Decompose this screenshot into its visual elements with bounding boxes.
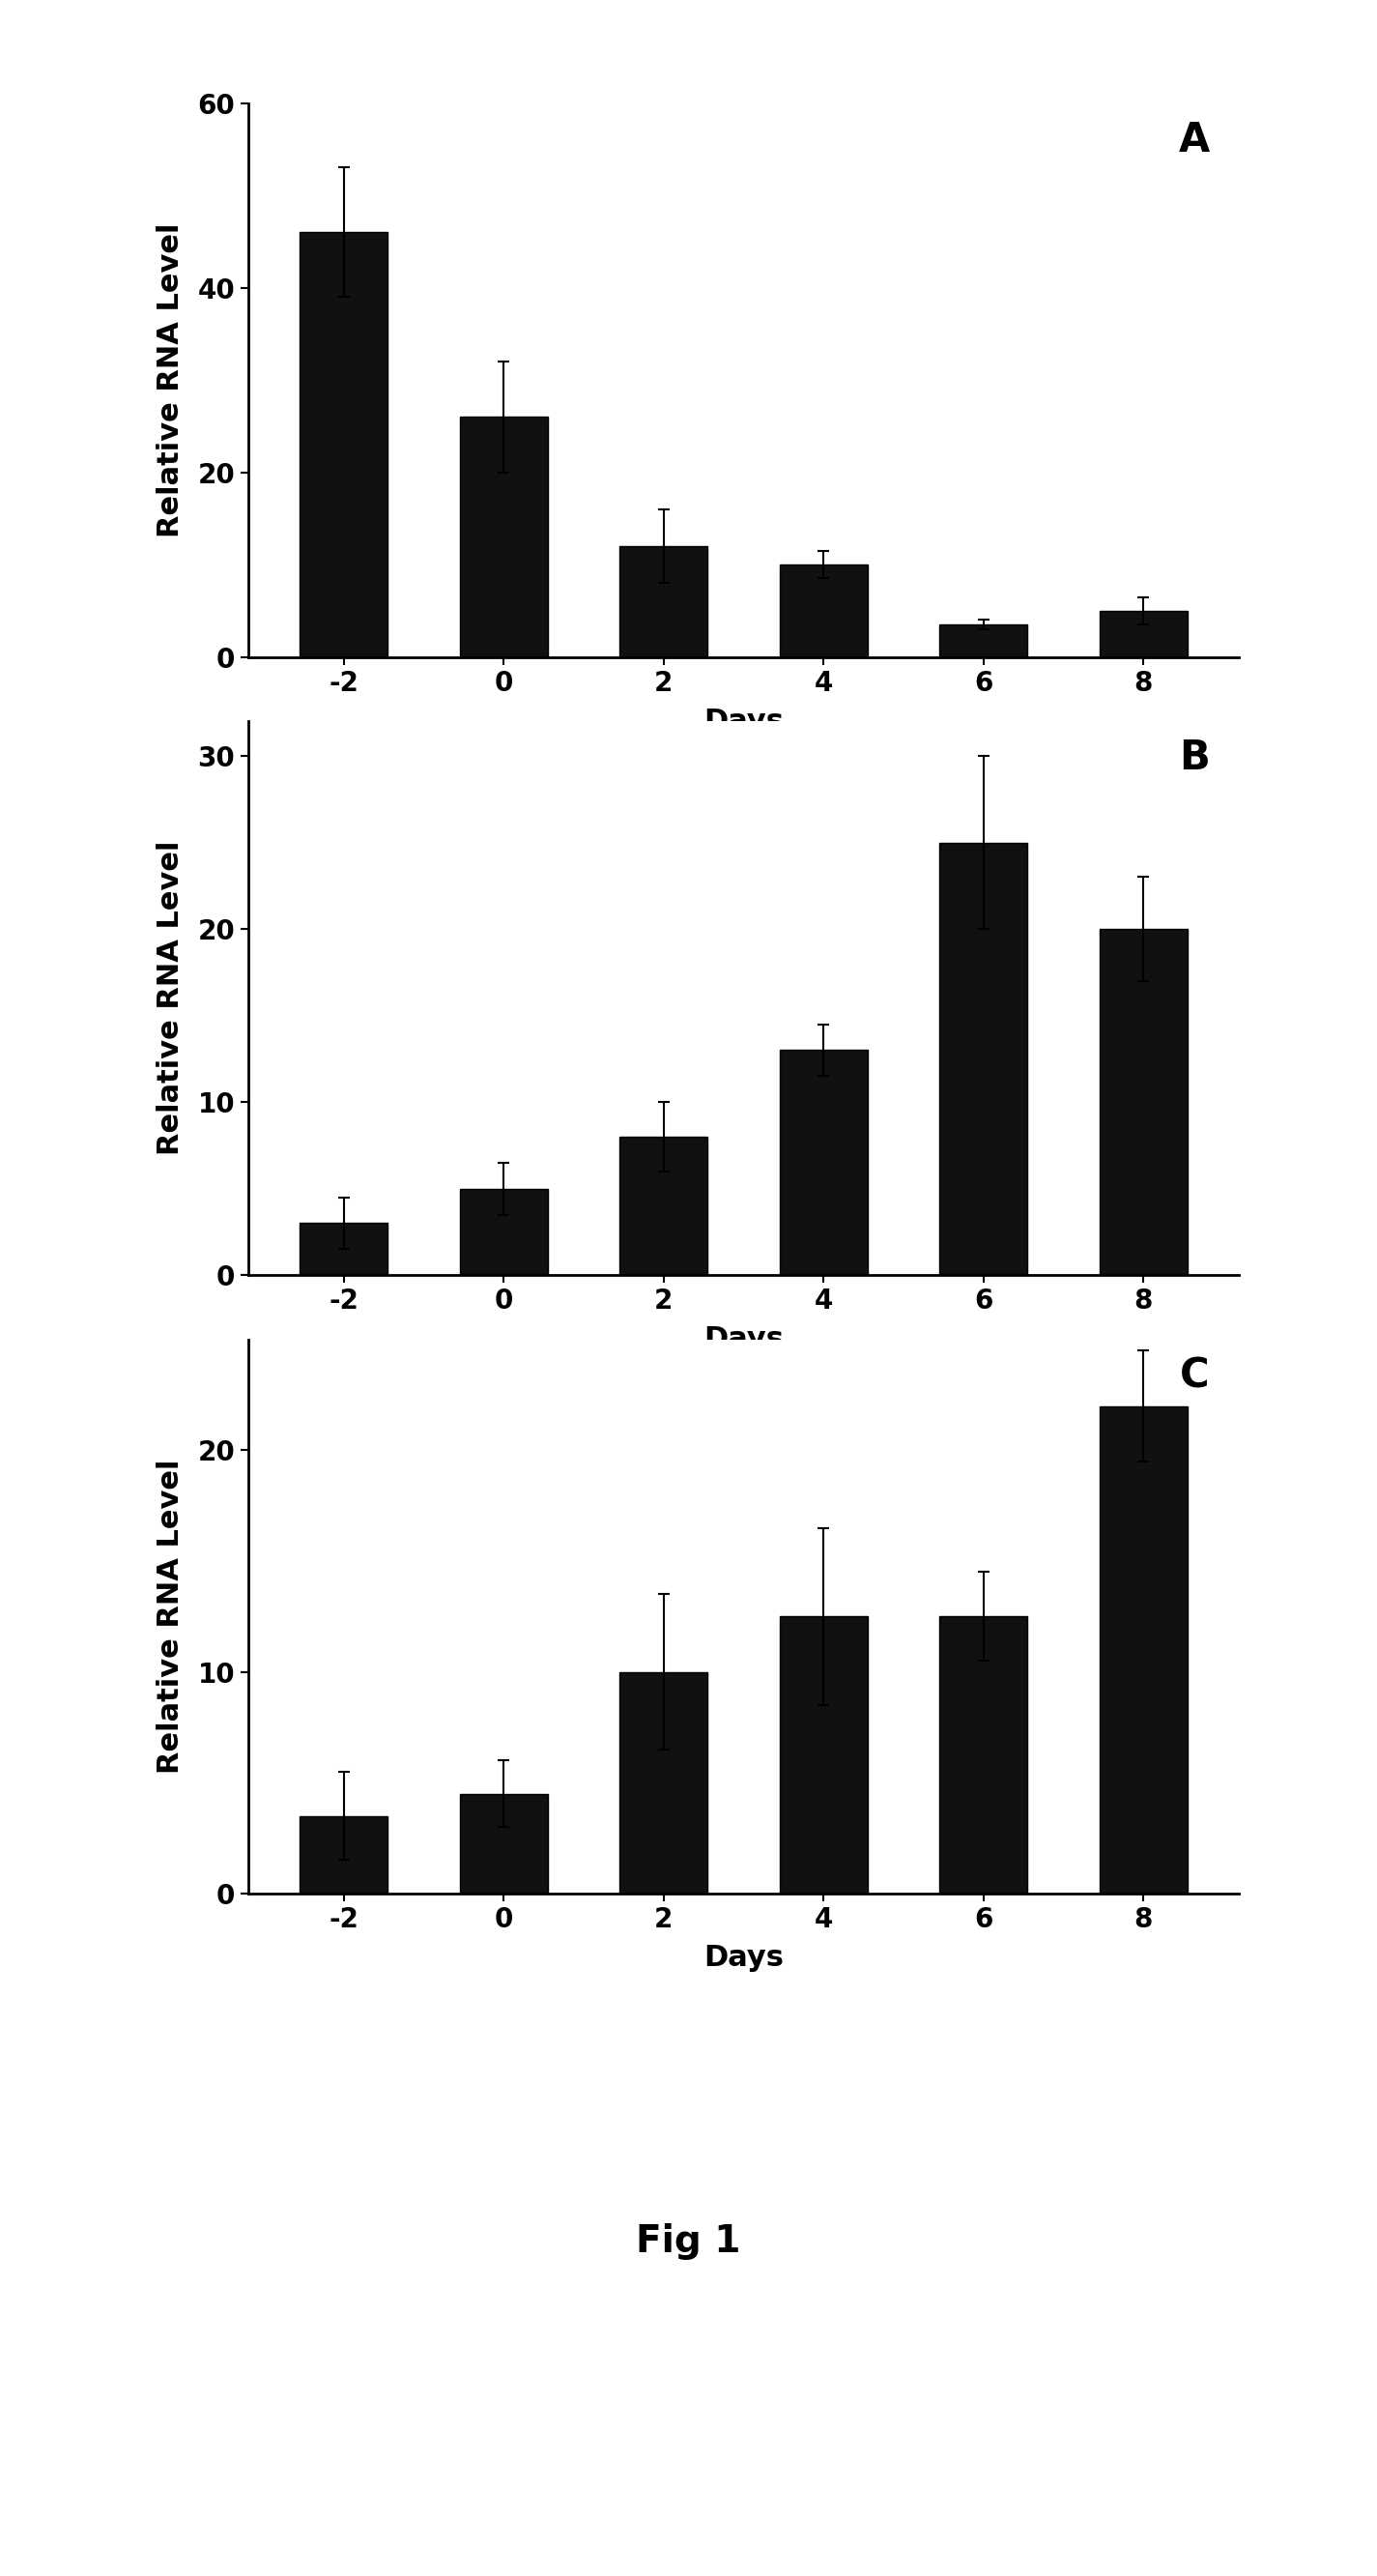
Bar bbox=[1099, 1406, 1187, 1893]
Bar bbox=[779, 1051, 868, 1275]
Bar bbox=[1099, 611, 1187, 657]
Y-axis label: Relative RNA Level: Relative RNA Level bbox=[156, 222, 185, 538]
Text: C: C bbox=[1180, 1355, 1209, 1396]
Bar bbox=[620, 1136, 708, 1275]
X-axis label: Days: Days bbox=[704, 1327, 784, 1355]
Bar bbox=[460, 417, 548, 657]
Bar bbox=[620, 546, 708, 657]
Bar bbox=[300, 1816, 388, 1893]
Bar bbox=[939, 842, 1027, 1275]
Bar bbox=[779, 564, 868, 657]
Bar bbox=[620, 1672, 708, 1893]
Y-axis label: Relative RNA Level: Relative RNA Level bbox=[156, 1458, 185, 1775]
Bar bbox=[939, 1618, 1027, 1893]
Bar bbox=[460, 1793, 548, 1893]
Text: Fig 1: Fig 1 bbox=[636, 2223, 741, 2259]
Text: B: B bbox=[1179, 737, 1209, 778]
Bar bbox=[460, 1188, 548, 1275]
Bar bbox=[300, 232, 388, 657]
Bar bbox=[939, 623, 1027, 657]
Y-axis label: Relative RNA Level: Relative RNA Level bbox=[156, 840, 185, 1157]
X-axis label: Days: Days bbox=[704, 708, 784, 737]
Text: A: A bbox=[1179, 118, 1209, 160]
Bar bbox=[1099, 930, 1187, 1275]
X-axis label: Days: Days bbox=[704, 1945, 784, 1973]
Bar bbox=[779, 1618, 868, 1893]
Bar bbox=[300, 1224, 388, 1275]
